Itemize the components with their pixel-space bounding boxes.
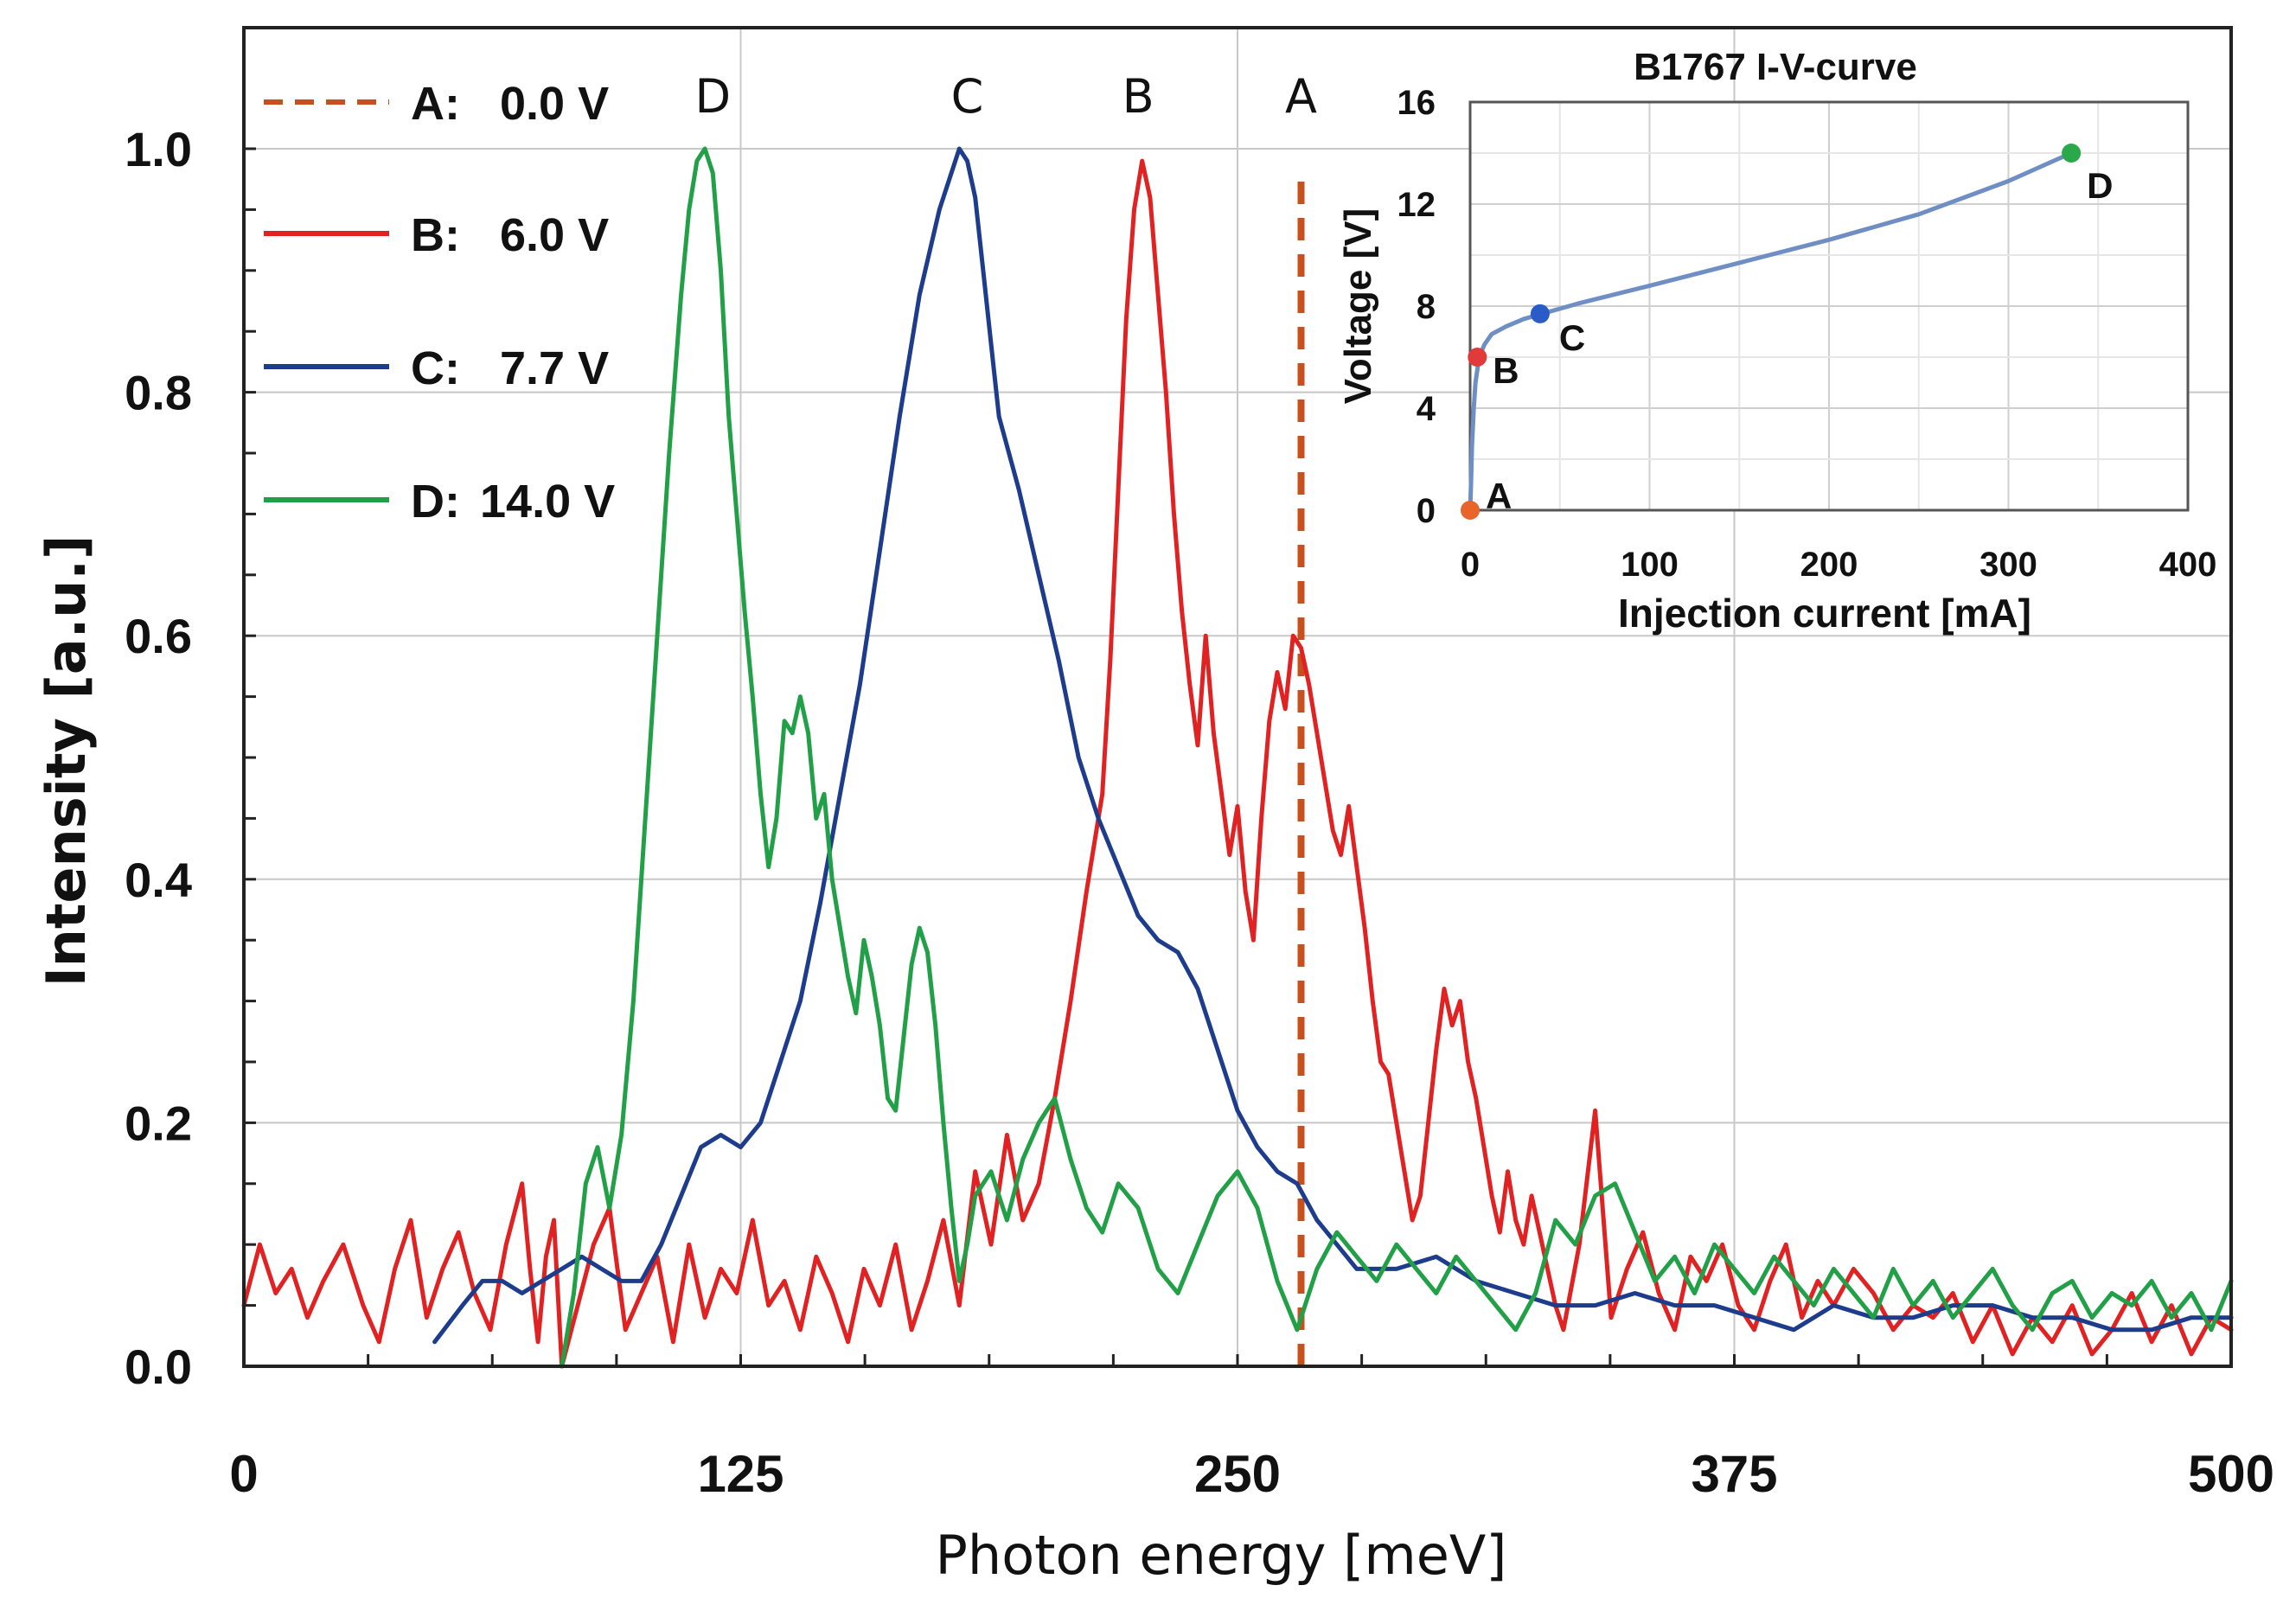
inset-y-axis-label: Voltage [V] — [1337, 208, 1379, 405]
main-x-tick-label: 375 — [1691, 1445, 1777, 1503]
main-x-tick-label: 0 — [229, 1445, 258, 1503]
main-y-tick-label: 0.8 — [125, 366, 192, 420]
legend-label-c: C: — [411, 342, 460, 394]
inset-title: B1767 I-V-curve — [1634, 46, 1917, 88]
main-x-tick-label: 500 — [2188, 1445, 2274, 1503]
inset-y-tick-label: 12 — [1397, 186, 1436, 224]
inset-y-tick-label: 8 — [1417, 288, 1436, 326]
iv-point-label-c: C — [1559, 317, 1585, 358]
inset-x-tick-label: 0 — [1461, 546, 1480, 584]
iv-curve-line — [1468, 150, 2073, 511]
peak-label-b: B — [1122, 69, 1154, 124]
iv-point-d — [2062, 144, 2082, 163]
legend-voltage-b: 6.0 V — [500, 209, 609, 261]
inset-x-axis-label: Injection current [mA] — [1618, 591, 2031, 636]
main-y-axis-label: Intensity [a.u.] — [35, 535, 98, 988]
inset-y-tick-label: 0 — [1417, 492, 1436, 530]
inset-y-tick-label: 4 — [1417, 390, 1436, 428]
main-y-tick-label: 1.0 — [125, 122, 192, 176]
main-y-tick-label: 0.0 — [125, 1339, 192, 1394]
legend: A: 0.0 V B: 6.0 V C: 7.7 V D: 14.0 V — [264, 78, 615, 527]
peak-label-c: C — [951, 69, 984, 124]
iv-point-a — [1461, 501, 1480, 520]
main-y-tick-label: 0.4 — [125, 853, 192, 907]
main-ticks: 0 125 250 375 500 0.0 0.2 0.4 0.6 0.8 1.0 — [125, 122, 2274, 1503]
inset-x-tick-label: 100 — [1621, 546, 1679, 584]
inset-x-tick-label: 300 — [1979, 546, 2037, 584]
main-x-axis-label: Photon energy [meV] — [936, 1524, 1507, 1587]
legend-label-b: B: — [411, 209, 460, 261]
inset-x-tick-label: 200 — [1800, 546, 1858, 584]
iv-point-label-b: B — [1493, 350, 1519, 391]
inset-grid — [1470, 102, 2188, 510]
iv-point-label-d: D — [2087, 165, 2113, 206]
peak-label-d: D — [695, 69, 732, 124]
main-series — [241, 146, 2234, 1369]
legend-label-d: D: — [411, 476, 460, 527]
iv-point-c — [1530, 304, 1550, 323]
main-y-tick-label: 0.6 — [125, 609, 192, 663]
main-y-tick-label: 0.2 — [125, 1096, 192, 1150]
legend-voltage-d: 14.0 V — [480, 476, 615, 527]
inset-plot-frame — [1468, 100, 2190, 512]
peak-label-a: A — [1285, 69, 1317, 124]
inset-x-tick-label: 400 — [2159, 546, 2217, 584]
legend-label-a: A: — [411, 78, 460, 130]
inset-y-tick-label: 16 — [1397, 84, 1436, 122]
series-line-c — [432, 146, 2234, 1345]
series-line-d — [560, 146, 2234, 1369]
main-x-tick-label: 125 — [697, 1445, 783, 1503]
inset-ticks: 0 100 200 300 400 0 4 8 12 16 — [1397, 84, 2217, 584]
iv-point-b — [1468, 348, 1487, 367]
iv-point-label-a: A — [1486, 476, 1512, 516]
legend-voltage-a: 0.0 V — [500, 78, 609, 130]
series-line-b — [241, 158, 2234, 1369]
inset-series: A BC D — [1461, 144, 2113, 520]
main-x-tick-label: 250 — [1194, 1445, 1281, 1503]
legend-voltage-c: 7.7 V — [500, 342, 609, 394]
inset-chart: 0 100 200 300 400 0 4 8 12 16 A BC D B1767 I-V-curv… — [1337, 46, 2216, 636]
